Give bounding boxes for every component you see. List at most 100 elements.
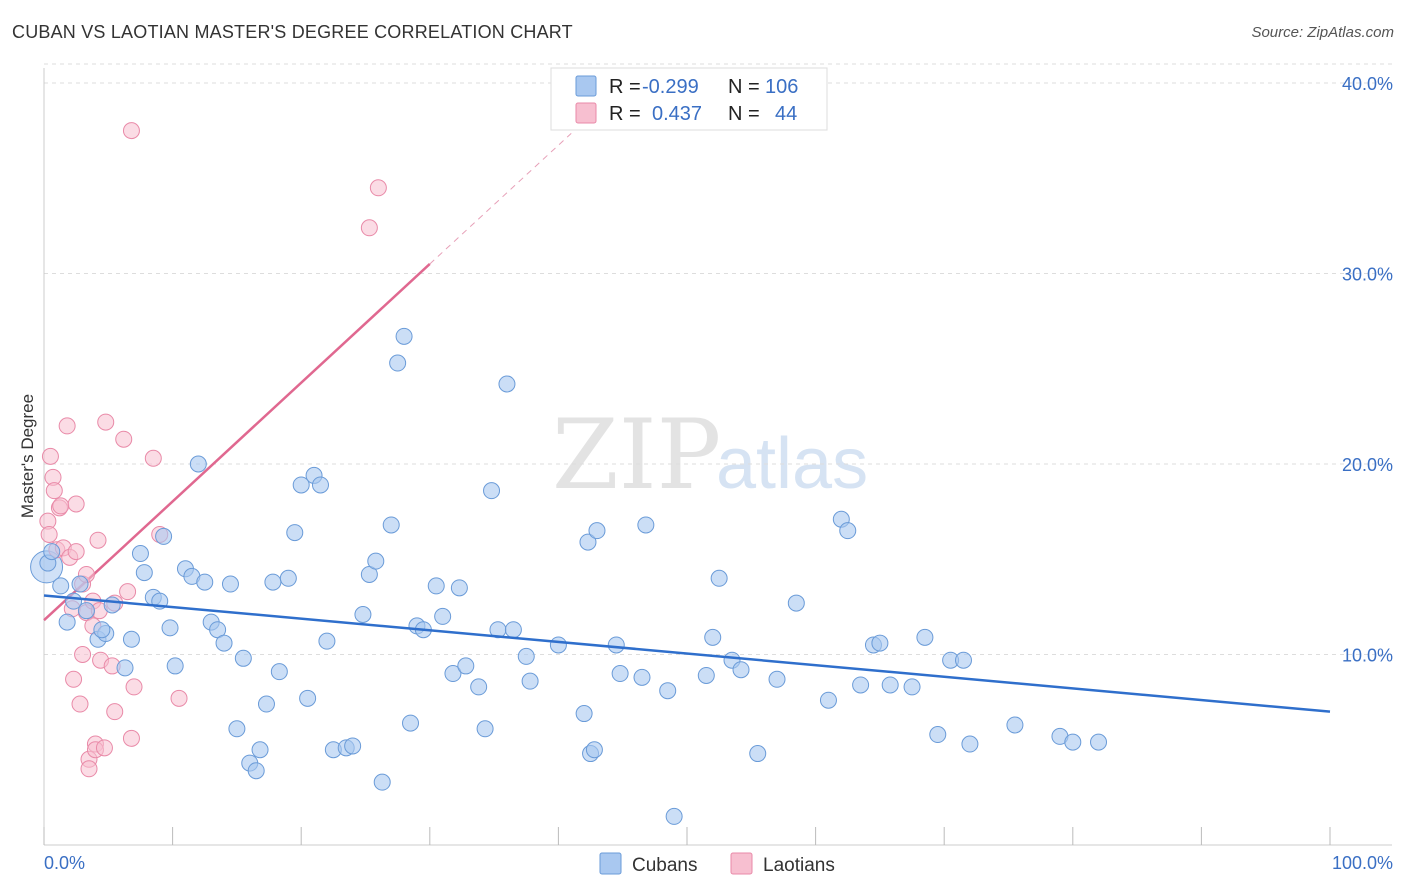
cubans-point bbox=[135, 564, 153, 582]
laotians-point bbox=[369, 179, 387, 197]
x-tick-label: 0.0% bbox=[44, 853, 85, 873]
cubans-point bbox=[585, 741, 603, 759]
cubans-point bbox=[116, 659, 134, 677]
cubans-point bbox=[476, 720, 494, 738]
x-tick-label: 100.0% bbox=[1332, 853, 1393, 873]
cubans-point bbox=[839, 522, 857, 540]
bottom-legend-label-laotians: Laotians bbox=[763, 855, 835, 876]
cubans-point bbox=[665, 807, 683, 825]
cubans-point bbox=[367, 552, 385, 570]
cubans-point bbox=[498, 375, 516, 393]
laotians-point bbox=[71, 695, 89, 713]
cubans-point bbox=[382, 516, 400, 534]
cubans-point bbox=[579, 533, 597, 551]
cubans-point bbox=[549, 636, 567, 654]
laotians-point bbox=[122, 122, 140, 140]
cubans-point bbox=[697, 666, 715, 684]
cubans-point bbox=[279, 569, 297, 587]
source-label: Source: ZipAtlas.com bbox=[1251, 24, 1394, 41]
y-axis-label: Master's Degree bbox=[18, 394, 37, 518]
y-tick-label: 20.0% bbox=[1342, 455, 1393, 475]
cubans-trend-line bbox=[43, 594, 1331, 713]
cubans-point bbox=[77, 602, 95, 620]
cubans-point bbox=[292, 476, 310, 494]
cubans-point bbox=[819, 691, 837, 709]
cubans-point bbox=[916, 628, 934, 646]
cubans-point bbox=[961, 735, 979, 753]
laotians-point bbox=[67, 543, 85, 561]
cubans-point bbox=[732, 661, 750, 679]
cubans-point bbox=[270, 663, 288, 681]
laotians-point bbox=[119, 583, 137, 601]
cubans-point bbox=[881, 676, 899, 694]
cubans-point bbox=[257, 695, 275, 713]
cubans-point bbox=[395, 327, 413, 345]
laotians-point bbox=[360, 219, 378, 237]
cubans-point bbox=[434, 607, 452, 625]
cubans-point bbox=[71, 575, 89, 593]
y-tick-label: 40.0% bbox=[1342, 74, 1393, 94]
cubans-point bbox=[450, 579, 468, 597]
cubans-point bbox=[131, 545, 149, 563]
cubans-point bbox=[52, 577, 70, 595]
cubans-point bbox=[228, 720, 246, 738]
bottom-legend: Cubans Laotians bbox=[599, 852, 835, 876]
cubans-point bbox=[196, 573, 214, 591]
bottom-legend-label-cubans: Cubans bbox=[632, 855, 698, 876]
cubans-point bbox=[122, 630, 140, 648]
laotians-point bbox=[144, 449, 162, 467]
legend-r-label-cubans: R = bbox=[609, 76, 641, 98]
cubans-point bbox=[768, 670, 786, 688]
cubans-point bbox=[215, 634, 233, 652]
cubans-point bbox=[903, 678, 921, 696]
legend-n-value-cubans: 106 bbox=[765, 76, 798, 98]
cubans-point bbox=[929, 726, 947, 744]
laotians-point bbox=[58, 417, 76, 435]
cubans-point bbox=[286, 524, 304, 542]
cubans-point bbox=[470, 678, 488, 696]
cubans-point bbox=[58, 613, 76, 631]
laotians-point bbox=[45, 482, 63, 500]
cubans-point bbox=[954, 651, 972, 669]
laotians-point bbox=[95, 739, 113, 757]
legend-n-value-laotians: 44 bbox=[775, 103, 797, 125]
y-tick-label: 10.0% bbox=[1342, 646, 1393, 666]
cubans-point bbox=[852, 676, 870, 694]
laotians-point bbox=[89, 531, 107, 549]
cubans-point bbox=[93, 621, 111, 639]
laotians-point bbox=[65, 670, 83, 688]
laotians-point bbox=[125, 678, 143, 696]
cubans-point bbox=[318, 632, 336, 650]
bottom-legend-swatch-cubans bbox=[599, 852, 622, 875]
laotians-trend bbox=[43, 132, 572, 622]
laotians-point bbox=[170, 689, 188, 707]
cubans-point bbox=[633, 668, 651, 686]
cubans-point bbox=[354, 605, 372, 623]
cubans-point bbox=[43, 543, 61, 561]
laotians-point bbox=[80, 760, 98, 778]
grid bbox=[44, 63, 1392, 655]
legend-box: R = -0.299 N = 106 R = 0.437 N = 44 bbox=[550, 67, 828, 131]
laotians-point bbox=[115, 430, 133, 448]
cubans-point bbox=[247, 762, 265, 780]
legend-r-value-cubans: -0.299 bbox=[642, 76, 699, 98]
laotians-point bbox=[40, 525, 58, 543]
cubans-point bbox=[521, 672, 539, 690]
cubans-point bbox=[457, 657, 475, 675]
cubans-point bbox=[103, 596, 121, 614]
legend-swatch-cubans bbox=[575, 75, 597, 97]
cubans-point bbox=[373, 773, 391, 791]
cubans-point bbox=[221, 575, 239, 593]
scatter-points bbox=[30, 122, 1108, 825]
x-tick-labels: 0.0% 100.0% bbox=[44, 853, 1393, 873]
bottom-legend-swatch-laotians bbox=[730, 852, 753, 875]
cubans-point bbox=[710, 569, 728, 587]
cubans-point bbox=[1006, 716, 1024, 734]
cubans-point bbox=[251, 741, 269, 759]
cubans-point bbox=[427, 577, 445, 595]
cubans-point bbox=[311, 476, 329, 494]
laotians-point bbox=[41, 447, 59, 465]
watermark-zip: ZIP bbox=[552, 399, 721, 511]
cubans-point bbox=[1090, 733, 1108, 751]
